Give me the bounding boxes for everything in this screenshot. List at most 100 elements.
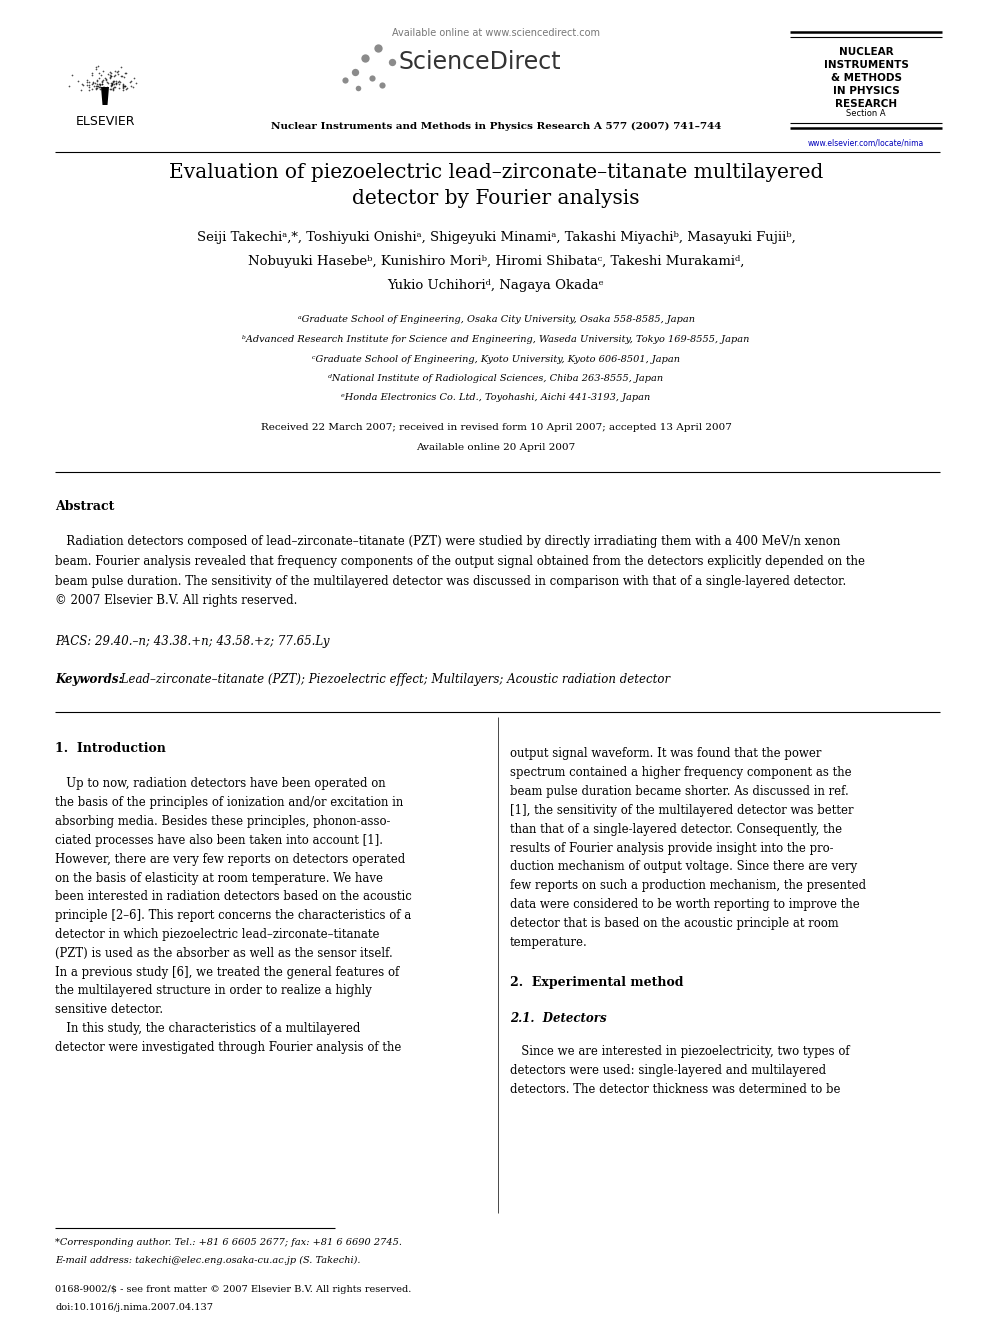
Point — [111, 70, 127, 91]
Point — [94, 74, 110, 95]
Point — [90, 75, 106, 97]
Point — [95, 78, 111, 99]
Point — [109, 61, 125, 82]
Point — [95, 61, 111, 82]
Point — [70, 71, 86, 93]
Point — [105, 78, 121, 99]
Point — [106, 70, 122, 91]
Point — [93, 65, 109, 86]
Point — [118, 62, 134, 83]
Text: ciated processes have also been taken into account [1].: ciated processes have also been taken in… — [55, 833, 383, 847]
Text: [1], the sensitivity of the multilayered detector was better: [1], the sensitivity of the multilayered… — [510, 804, 853, 816]
Text: Keywords:: Keywords: — [55, 673, 123, 687]
Text: results of Fourier analysis provide insight into the pro-: results of Fourier analysis provide insi… — [510, 841, 833, 855]
Point — [112, 71, 128, 93]
Text: ScienceDirect: ScienceDirect — [398, 50, 560, 74]
Point — [116, 67, 132, 89]
Point — [75, 74, 91, 95]
Point — [106, 65, 122, 86]
Text: However, there are very few reports on detectors operated: However, there are very few reports on d… — [55, 853, 406, 865]
Point — [88, 56, 104, 77]
Text: Lead–zirconate–titanate (PZT); Piezoelectric effect; Multilayers; Acoustic radia: Lead–zirconate–titanate (PZT); Piezoelec… — [117, 673, 671, 687]
Point — [109, 71, 125, 93]
Point — [103, 75, 119, 97]
Text: 0168-9002/$ - see front matter © 2007 Elsevier B.V. All rights reserved.: 0168-9002/$ - see front matter © 2007 El… — [55, 1285, 412, 1294]
Text: PACS: 29.40.–n; 43.38.+n; 43.58.+z; 77.65.Ly: PACS: 29.40.–n; 43.38.+n; 43.58.+z; 77.6… — [55, 635, 329, 648]
Point — [98, 70, 114, 91]
Point — [84, 65, 100, 86]
Point — [94, 74, 110, 95]
Point — [74, 74, 90, 95]
Text: principle [2–6]. This report concerns the characteristics of a: principle [2–6]. This report concerns th… — [55, 909, 412, 922]
Text: been interested in radiation detectors based on the acoustic: been interested in radiation detectors b… — [55, 890, 412, 904]
Text: temperature.: temperature. — [510, 935, 587, 949]
Text: E-mail address: takechi@elec.eng.osaka-cu.ac.jp (S. Takechi).: E-mail address: takechi@elec.eng.osaka-c… — [55, 1256, 360, 1265]
Point — [64, 65, 80, 86]
Point — [102, 61, 118, 82]
Point — [104, 79, 120, 101]
Point — [115, 75, 131, 97]
Point — [115, 79, 131, 101]
Text: ᶜGraduate School of Engineering, Kyoto University, Kyoto 606-8501, Japan: ᶜGraduate School of Engineering, Kyoto U… — [312, 355, 680, 364]
Point — [111, 73, 127, 94]
Point — [84, 62, 100, 83]
Point — [100, 64, 116, 85]
Text: beam pulse duration became shorter. As discussed in ref.: beam pulse duration became shorter. As d… — [510, 785, 849, 798]
Polygon shape — [101, 87, 109, 105]
Point — [96, 77, 112, 98]
Point — [73, 79, 89, 101]
Text: Received 22 March 2007; received in revised form 10 April 2007; accepted 13 Apri: Received 22 March 2007; received in revi… — [261, 423, 731, 433]
Point — [347, 61, 363, 82]
Text: spectrum contained a higher frequency component as the: spectrum contained a higher frequency co… — [510, 766, 851, 779]
Point — [81, 79, 97, 101]
Point — [107, 61, 123, 82]
Point — [102, 65, 118, 86]
Text: Available online 20 April 2007: Available online 20 April 2007 — [417, 443, 575, 452]
Point — [113, 66, 129, 87]
Point — [370, 37, 386, 58]
Point — [374, 74, 390, 95]
Text: absorbing media. Besides these principles, phonon-asso-: absorbing media. Besides these principle… — [55, 815, 391, 828]
Text: & METHODS: & METHODS — [830, 73, 902, 83]
Point — [357, 48, 373, 69]
Text: doi:10.1016/j.nima.2007.04.137: doi:10.1016/j.nima.2007.04.137 — [55, 1303, 213, 1312]
Text: IN PHYSICS: IN PHYSICS — [832, 86, 900, 97]
Point — [92, 75, 108, 97]
Point — [89, 56, 105, 77]
Point — [117, 75, 133, 97]
Point — [88, 75, 104, 97]
Point — [88, 79, 104, 101]
Point — [99, 77, 115, 98]
Text: ᵇAdvanced Research Institute for Science and Engineering, Waseda University, Tok: ᵇAdvanced Research Institute for Science… — [242, 335, 750, 344]
Text: 2.1.  Detectors: 2.1. Detectors — [510, 1012, 607, 1025]
Text: Nobuyuki Hasebeᵇ, Kunishiro Moriᵇ, Hiromi Shibataᶜ, Takeshi Murakamiᵈ,: Nobuyuki Hasebeᵇ, Kunishiro Moriᵇ, Hirom… — [248, 255, 744, 269]
Text: Up to now, radiation detectors have been operated on: Up to now, radiation detectors have been… — [55, 778, 386, 791]
Point — [87, 71, 103, 93]
Point — [107, 77, 123, 98]
Text: Yukio Uchihoriᵈ, Nagaya Okadaᵉ: Yukio Uchihoriᵈ, Nagaya Okadaᵉ — [388, 279, 604, 292]
Point — [79, 71, 95, 93]
Point — [103, 66, 119, 87]
Text: detectors. The detector thickness was determined to be: detectors. The detector thickness was de… — [510, 1084, 840, 1095]
Point — [111, 77, 127, 98]
Point — [350, 78, 366, 99]
Point — [104, 73, 120, 94]
Text: Section A: Section A — [846, 108, 886, 118]
Point — [110, 64, 126, 85]
Point — [85, 75, 101, 97]
Point — [102, 67, 118, 89]
Point — [95, 77, 111, 98]
Point — [89, 74, 105, 95]
Text: Evaluation of piezoelectric lead–zirconate–titanate multilayered: Evaluation of piezoelectric lead–zircona… — [169, 163, 823, 181]
Point — [364, 67, 380, 89]
Point — [92, 74, 108, 95]
Text: Nuclear Instruments and Methods in Physics Research A 577 (2007) 741–744: Nuclear Instruments and Methods in Physi… — [271, 122, 721, 131]
Text: ᵉHonda Electronics Co. Ltd., Toyohashi, Aichi 441-3193, Japan: ᵉHonda Electronics Co. Ltd., Toyohashi, … — [341, 393, 651, 402]
Point — [128, 71, 144, 93]
Point — [104, 74, 120, 95]
Point — [108, 74, 124, 95]
Point — [92, 78, 108, 99]
Point — [62, 75, 77, 97]
Point — [123, 70, 139, 91]
Point — [108, 73, 124, 94]
